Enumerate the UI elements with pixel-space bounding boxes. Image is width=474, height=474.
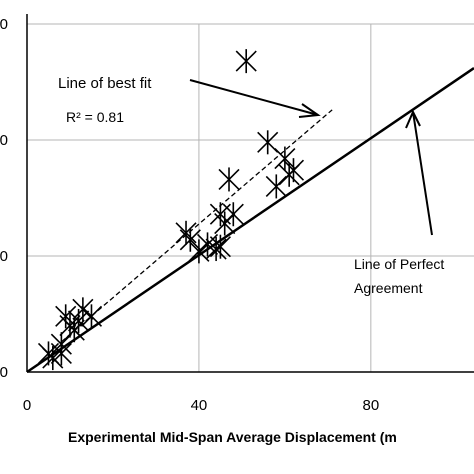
data-point-10 [175,220,197,245]
data-point-25 [282,158,305,183]
perfect-agreement-label-line1: Line of Perfect [354,256,444,272]
data-point-19 [222,202,244,227]
data-point-23 [274,146,296,171]
data-point-12 [188,239,210,264]
x-tick-label-2: 80 [363,397,380,414]
data-point-11 [179,227,201,252]
best-fit-line [60,109,333,343]
x-tick-label-1: 40 [191,397,208,414]
y-tick-label-3: 0 [0,16,8,33]
axes [26,14,474,373]
x-axis-title: Experimental Mid-Span Average Displaceme… [68,429,397,445]
data-point-22 [265,174,287,199]
y-tick-label-1: 0 [0,248,8,265]
data-point-9 [80,304,103,329]
data-point-8 [72,297,94,322]
data-point-4 [55,304,77,329]
data-points [37,49,305,371]
data-point-18 [218,167,240,192]
data-point-14 [205,237,227,262]
data-point-21 [257,130,279,155]
data-point-15 [209,234,231,259]
y-tick-label-0: 0 [0,364,8,381]
perfect-agreement-arrow [405,109,433,236]
data-point-16 [209,202,231,227]
best-fit-arrow [189,79,321,118]
y-tick-label-2: 0 [0,132,8,149]
data-point-20 [235,49,257,74]
best-fit-label: Line of best fit [58,75,152,92]
reference-lines [26,67,474,374]
perfect-agreement-label-line2: Agreement [354,280,423,296]
perfect-agreement-line [26,67,474,374]
r-squared-label: R² = 0.81 [66,109,124,125]
x-tick-label-0: 0 [23,397,31,414]
